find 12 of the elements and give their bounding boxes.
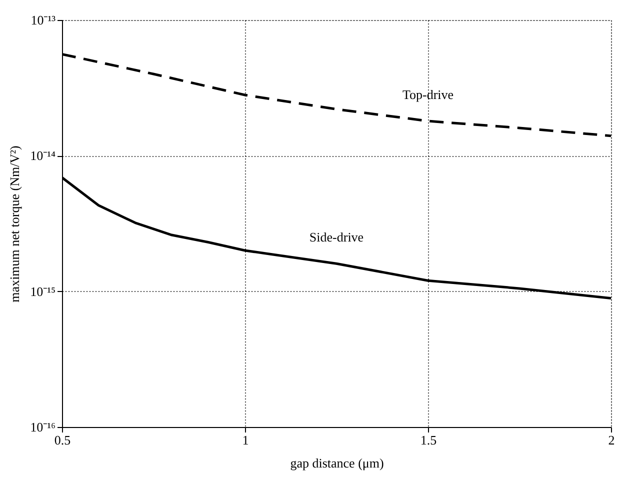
x-tick-label: 2 bbox=[608, 432, 615, 448]
x-tick-label: 1 bbox=[242, 432, 249, 448]
series-label: Top-drive bbox=[402, 87, 454, 102]
x-tick-label: 1.5 bbox=[420, 432, 437, 448]
series-label: Side-drive bbox=[309, 230, 364, 245]
y-axis-title: maximum net torque (Nm/V²) bbox=[7, 146, 22, 302]
x-axis-title: gap distance (μm) bbox=[290, 456, 384, 470]
y-tick-label: 10⁻¹⁵ bbox=[30, 284, 56, 299]
y-tick-label: 10⁻¹⁶ bbox=[30, 420, 56, 434]
x-tick-label: 0.5 bbox=[54, 432, 71, 448]
y-tick-label: 10⁻¹³ bbox=[30, 12, 56, 28]
y-tick-label: 10⁻¹⁴ bbox=[30, 148, 56, 164]
